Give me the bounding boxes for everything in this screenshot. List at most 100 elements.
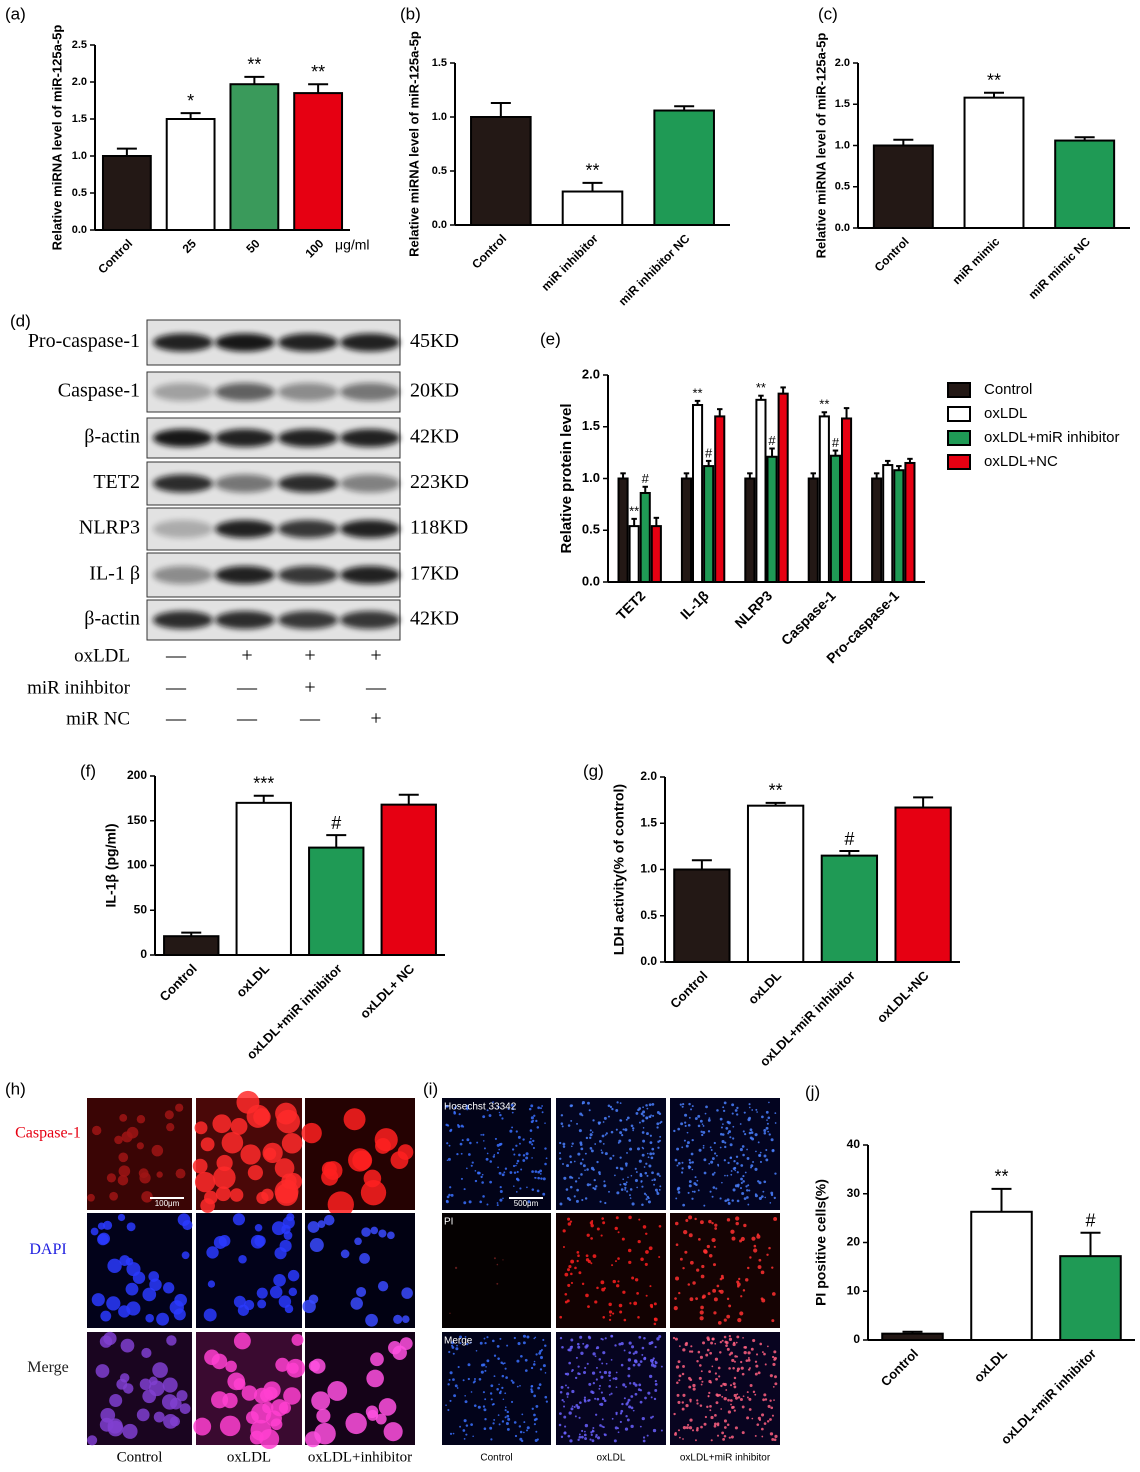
cell xyxy=(392,1345,407,1361)
cell xyxy=(632,1409,635,1412)
cell xyxy=(561,1399,564,1402)
x-tick-label: Control xyxy=(157,961,200,1004)
cell xyxy=(705,1353,709,1357)
cell xyxy=(754,1193,757,1196)
cell xyxy=(522,1334,527,1338)
cell xyxy=(462,1379,465,1382)
cell xyxy=(712,1288,717,1293)
cell xyxy=(542,1364,546,1368)
cell xyxy=(573,1160,576,1163)
cell xyxy=(590,1149,594,1153)
cell xyxy=(570,1272,573,1276)
cell xyxy=(752,1160,755,1163)
cell xyxy=(699,1404,703,1407)
cell xyxy=(563,1405,566,1408)
cell xyxy=(726,1218,731,1222)
cell xyxy=(142,1287,157,1302)
cell xyxy=(735,1221,739,1226)
cell xyxy=(480,1134,482,1136)
cell xyxy=(741,1405,745,1409)
cell xyxy=(614,1174,616,1177)
bar xyxy=(893,469,905,583)
cell xyxy=(327,1191,354,1218)
cell xyxy=(691,1429,695,1432)
cell xyxy=(618,1303,623,1308)
cell xyxy=(715,1377,718,1381)
cell xyxy=(717,1321,722,1325)
treatment-mark: — xyxy=(365,677,387,699)
cell xyxy=(230,1117,248,1135)
cell xyxy=(578,1177,580,1180)
cell xyxy=(447,1157,451,1161)
cell xyxy=(708,1219,712,1224)
cell xyxy=(490,1384,494,1388)
cell xyxy=(691,1197,694,1200)
cell xyxy=(515,1130,518,1133)
cell xyxy=(586,1183,590,1187)
cell xyxy=(601,1396,606,1401)
cell xyxy=(603,1433,606,1436)
cell xyxy=(472,1435,474,1438)
significance-mark: ** xyxy=(994,1167,1008,1187)
cell xyxy=(559,1157,562,1160)
cell xyxy=(271,1399,289,1417)
cell xyxy=(694,1117,698,1120)
cell xyxy=(310,1358,326,1374)
x-tick-label: Control xyxy=(667,968,710,1011)
y-tick-label: 2.0 xyxy=(582,366,600,381)
cell xyxy=(509,1171,513,1174)
cell xyxy=(470,1391,473,1393)
cell xyxy=(496,1388,499,1391)
cell xyxy=(618,1342,622,1346)
cell xyxy=(711,1157,715,1160)
cell xyxy=(701,1123,704,1125)
condition-label: Control xyxy=(480,1453,512,1464)
cell xyxy=(717,1366,721,1370)
bar xyxy=(1059,1255,1122,1342)
cell xyxy=(529,1129,533,1132)
cell xyxy=(612,1377,615,1380)
cell xyxy=(627,1374,631,1378)
cell xyxy=(708,1162,711,1165)
cell xyxy=(771,1355,775,1359)
protein-label: β-actin xyxy=(84,608,140,630)
cell xyxy=(141,1347,152,1359)
cell xyxy=(674,1297,677,1300)
cell xyxy=(628,1351,632,1355)
cell xyxy=(445,1404,447,1406)
cell xyxy=(563,1176,567,1180)
cell xyxy=(562,1142,566,1146)
cell xyxy=(730,1170,733,1172)
cell xyxy=(761,1115,764,1119)
cell xyxy=(176,1390,188,1402)
cell xyxy=(102,1220,113,1230)
cell xyxy=(763,1393,767,1397)
cell xyxy=(213,1166,236,1189)
cell xyxy=(499,1113,502,1117)
cell xyxy=(642,1106,644,1109)
cell xyxy=(530,1137,532,1140)
cell xyxy=(731,1358,735,1363)
cell xyxy=(623,1349,626,1352)
cell xyxy=(676,1164,679,1167)
cell xyxy=(721,1339,724,1342)
cell xyxy=(581,1429,584,1433)
cell xyxy=(722,1106,725,1109)
cell xyxy=(600,1234,603,1237)
cell xyxy=(623,1318,627,1322)
cell xyxy=(647,1391,651,1395)
cell xyxy=(579,1112,583,1116)
cell xyxy=(763,1131,767,1135)
bar xyxy=(561,190,624,227)
cell xyxy=(99,1417,114,1432)
cell xyxy=(638,1218,641,1221)
blot-band xyxy=(278,566,338,584)
cell xyxy=(739,1187,742,1190)
cell xyxy=(763,1129,767,1132)
cell xyxy=(581,1158,584,1161)
cell xyxy=(639,1360,643,1363)
micrograph xyxy=(305,1213,415,1328)
cell xyxy=(709,1405,712,1408)
bar xyxy=(229,83,280,231)
cell xyxy=(483,1337,486,1340)
